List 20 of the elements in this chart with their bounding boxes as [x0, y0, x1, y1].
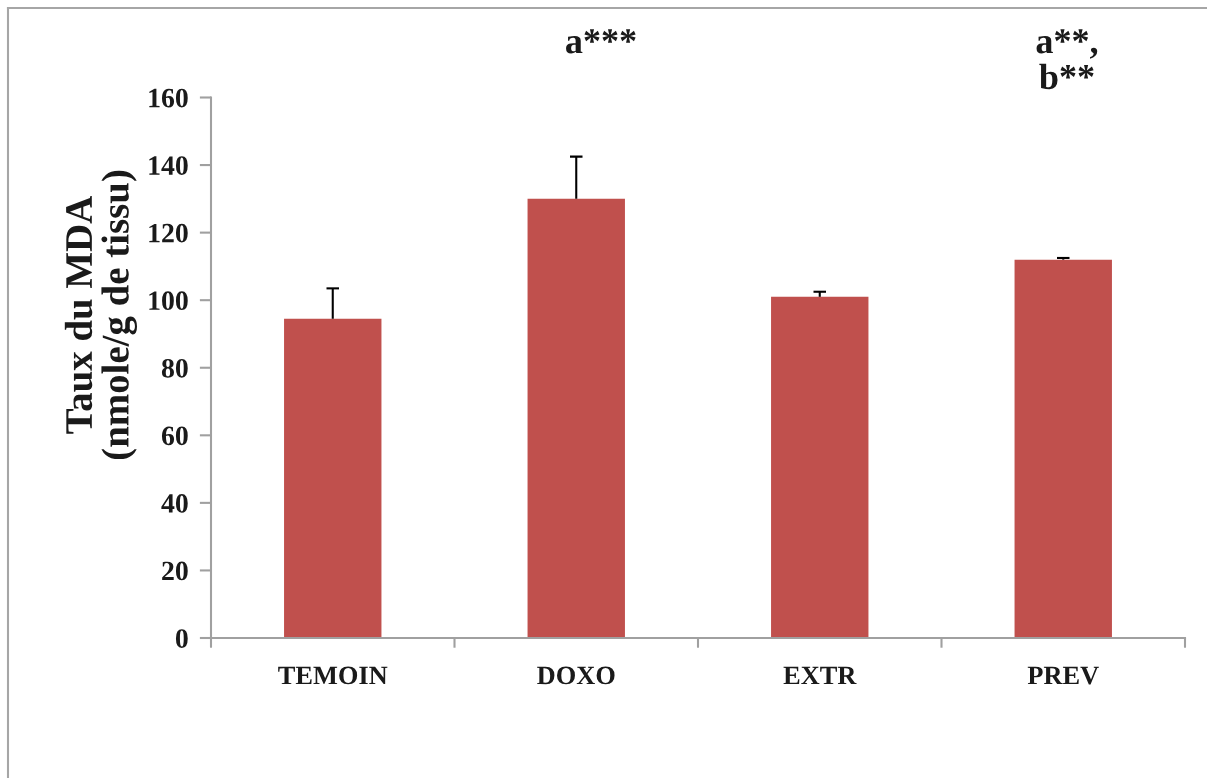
bar — [1014, 259, 1112, 638]
y-axis-title: Taux du MDA (nmole/g de tissu) — [64, 170, 137, 460]
bar — [527, 198, 625, 638]
y-tick-label: 160 — [149, 88, 188, 108]
text: a**, b** — [1036, 29, 1098, 90]
x-tick-label: PREV — [1027, 666, 1099, 685]
y-tick-label: 0 — [175, 629, 188, 648]
y-tick-label: 60 — [161, 426, 188, 446]
y-tick-label: 80 — [161, 358, 188, 378]
bar — [771, 296, 869, 638]
text: a*** — [566, 29, 636, 54]
y-tick-label: 140 — [149, 156, 188, 175]
y-tick-label: 120 — [149, 223, 188, 243]
y-tick-label: 20 — [162, 561, 188, 581]
x-tick-label: TEMOIN — [278, 666, 388, 685]
y-tick-label: 100 — [149, 291, 188, 311]
bar — [284, 318, 382, 638]
y-tick-label: 40 — [161, 494, 188, 513]
x-tick-label: DOXO — [537, 666, 615, 685]
x-tick-label: EXTR — [783, 666, 857, 685]
